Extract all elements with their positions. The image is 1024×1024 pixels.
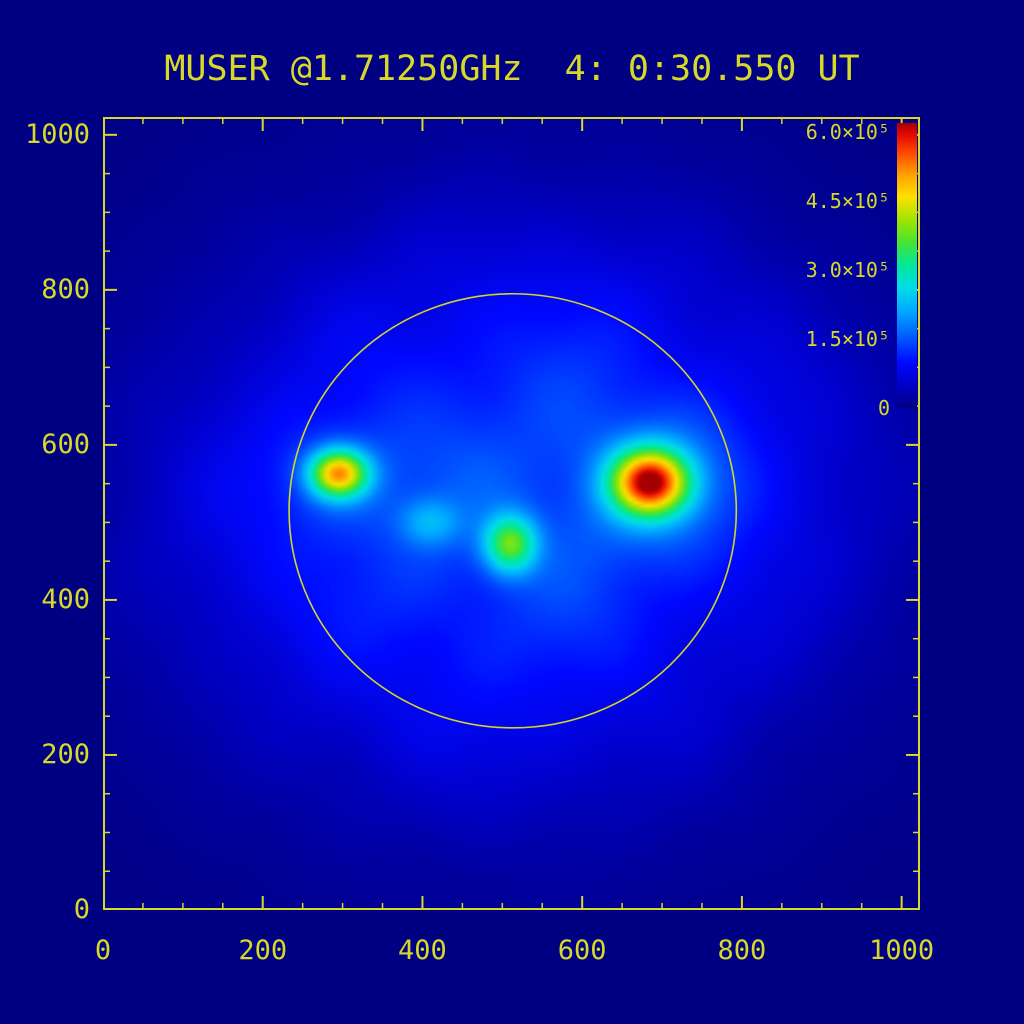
y-tick-label-200: 200 — [41, 738, 90, 770]
y-tick-label-1000: 1000 — [24, 118, 90, 150]
colorbar-label-0: 6.0×10⁵ — [805, 120, 890, 145]
y-tick-label-600: 600 — [41, 428, 90, 460]
axes-and-limb-overlay — [103, 117, 920, 910]
figure-title: MUSER @1.71250GHz 4: 0:30.550 UT — [164, 49, 860, 89]
colorbar-gradient — [897, 123, 917, 408]
radio-intensity-heatmap — [103, 117, 920, 910]
x-tick-label-1000: 1000 — [869, 935, 935, 966]
colorbar-label-4: 0 — [877, 396, 890, 420]
x-tick-label-600: 600 — [557, 935, 607, 966]
x-tick-label-200: 200 — [238, 935, 288, 966]
colorbar-label-1: 4.5×10⁵ — [805, 189, 890, 214]
x-tick-label-400: 400 — [398, 935, 447, 966]
colorbar-label-3: 1.5×10⁵ — [805, 327, 890, 352]
y-tick-label-400: 400 — [41, 583, 90, 615]
plot-area — [103, 117, 920, 910]
y-tick-label-0: 0 — [73, 894, 90, 925]
colorbar-label-2: 3.0×10⁵ — [805, 258, 890, 283]
x-tick-label-800: 800 — [717, 935, 767, 966]
plot-frame — [103, 117, 920, 910]
y-tick-label-800: 800 — [41, 273, 90, 305]
solar-limb-circle — [288, 292, 738, 729]
x-tick-label-0: 0 — [94, 935, 112, 966]
